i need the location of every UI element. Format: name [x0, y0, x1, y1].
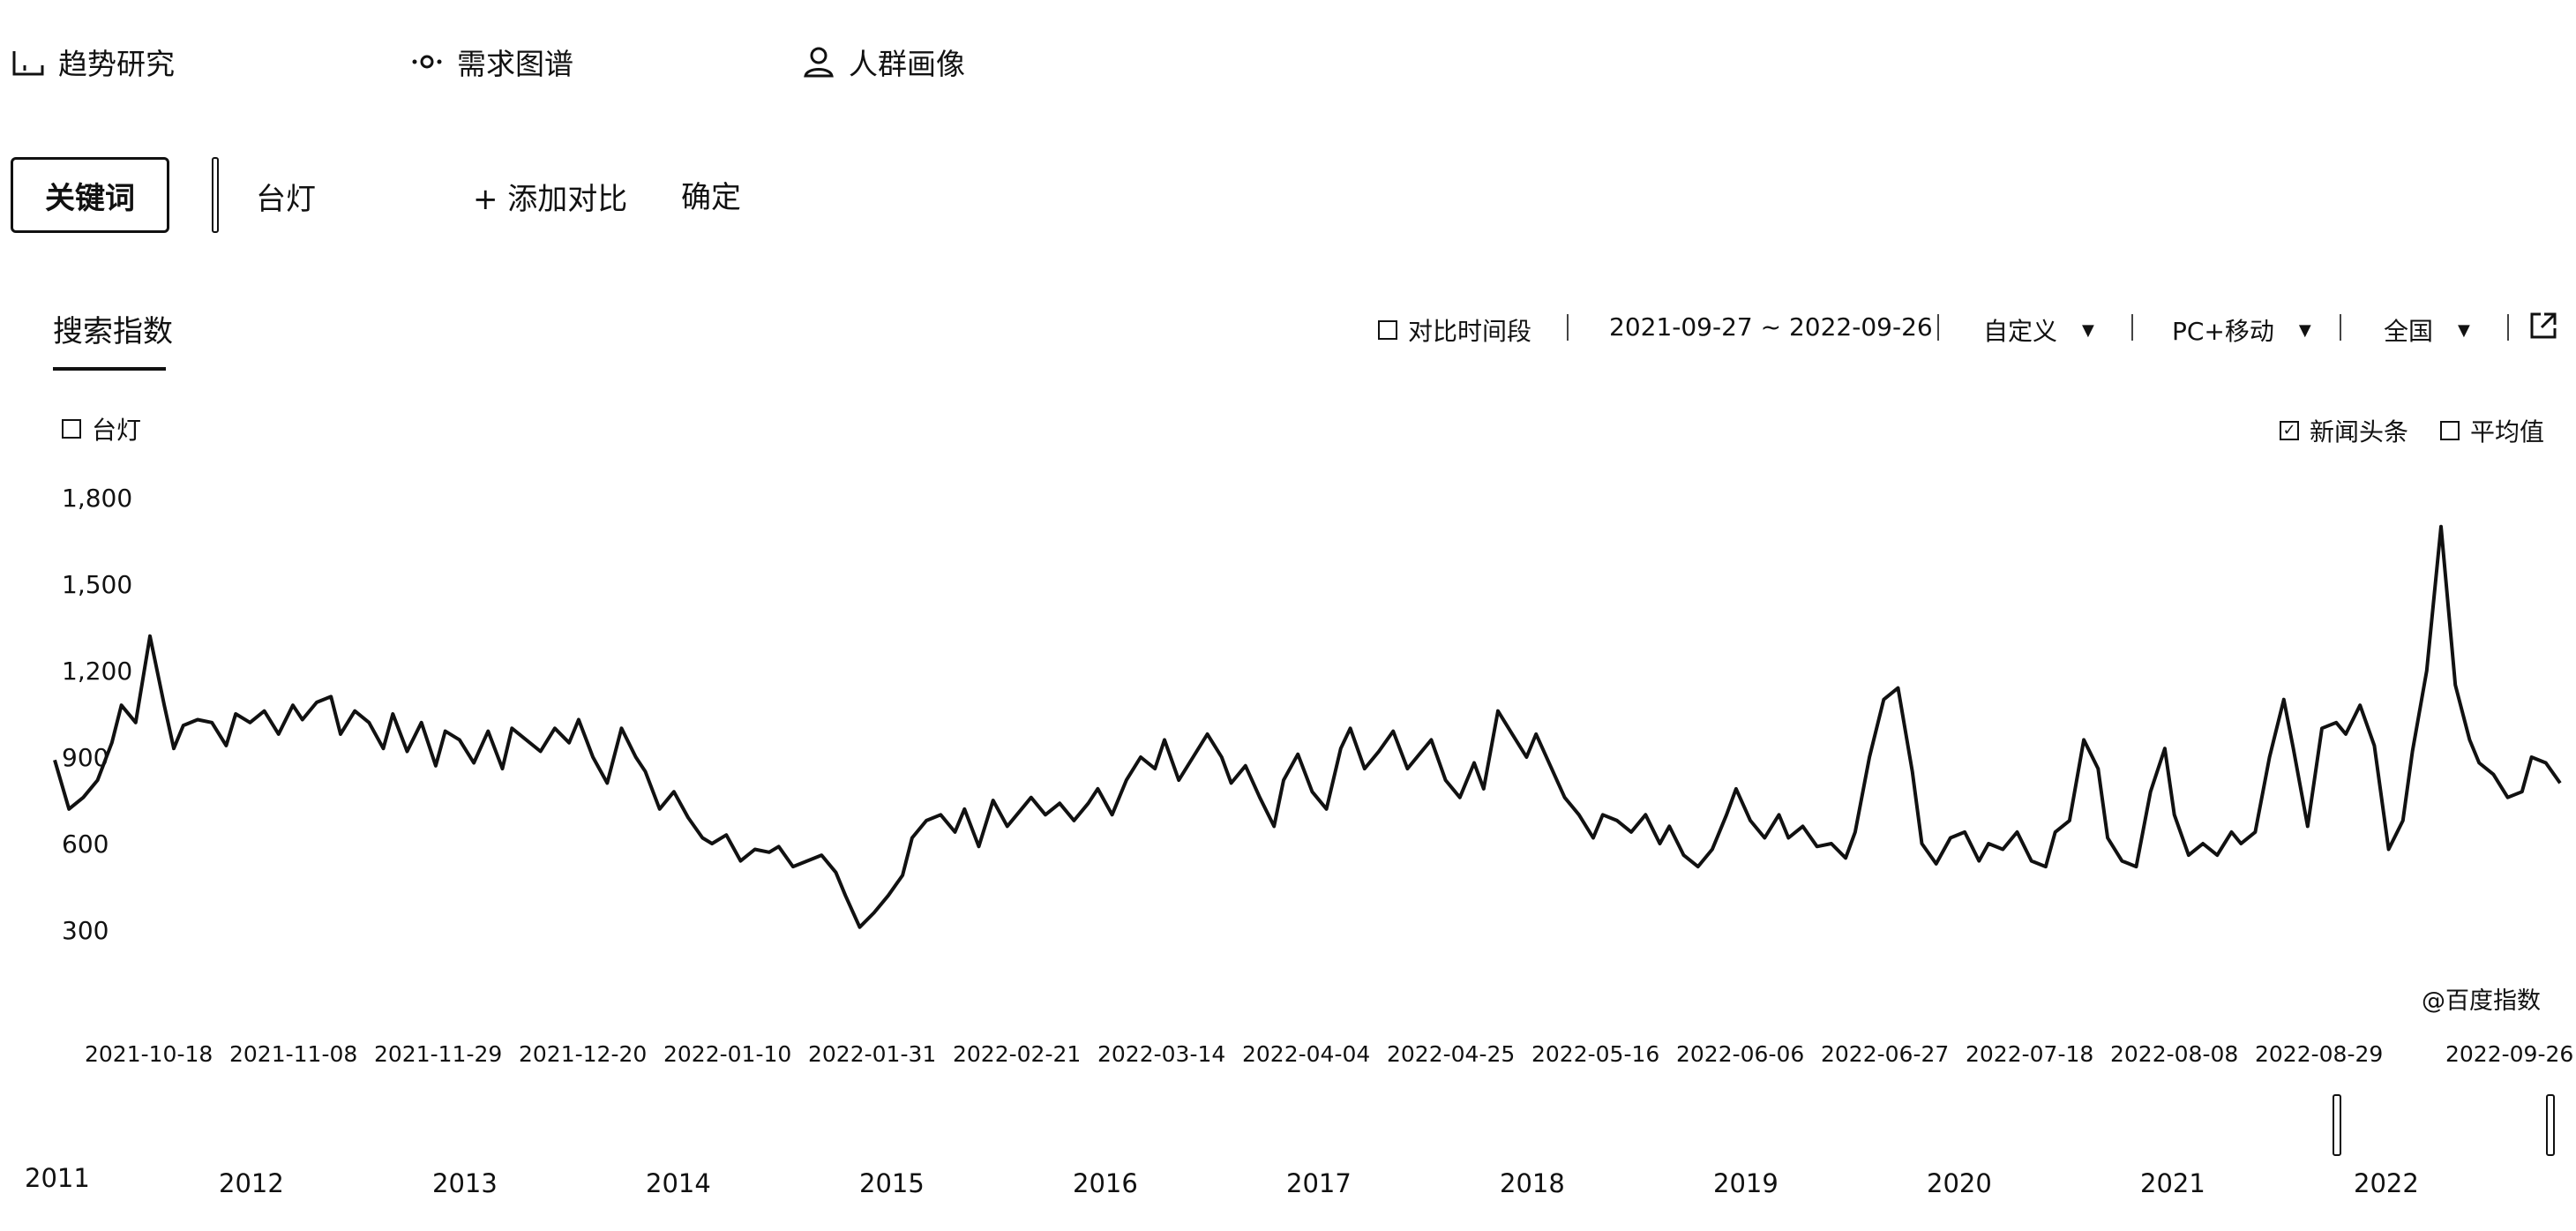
- legend-checkbox[interactable]: [62, 419, 81, 439]
- x-tick-label: 2022-02-21: [953, 1041, 1082, 1067]
- y-tick-label: 1,800: [62, 484, 133, 513]
- region-select[interactable]: 全国 ▼: [2384, 312, 2470, 348]
- news-label: 新闻头条: [2310, 417, 2409, 447]
- period-select[interactable]: 自定义 ▼: [1983, 312, 2094, 348]
- date-range-text: 2021-09-27 ~ 2022-09-26: [1609, 312, 1933, 342]
- x-tick-label: 2022-03-14: [1097, 1041, 1226, 1067]
- y-tick-label: 1,200: [62, 657, 133, 686]
- caret-down-icon: ▼: [2082, 320, 2094, 340]
- timeline-year[interactable]: 2011: [25, 1163, 90, 1193]
- tab-search-index[interactable]: 搜索指数: [53, 314, 173, 349]
- keyword-button[interactable]: 关键词: [11, 157, 169, 233]
- confirm-button[interactable]: 确定: [681, 180, 741, 215]
- x-tick-label: 2022-09-26: [2445, 1041, 2574, 1067]
- x-tick-label: 2022-01-31: [808, 1041, 937, 1067]
- y-tick-label: 300: [62, 916, 109, 945]
- date-range-picker[interactable]: 2021-09-27 ~ 2022-09-26: [1609, 312, 1933, 342]
- average-label: 平均值: [2470, 417, 2545, 447]
- timeline-year[interactable]: 2016: [1073, 1168, 1138, 1198]
- timeline-year[interactable]: 2014: [646, 1168, 711, 1198]
- divider: [2131, 314, 2133, 341]
- keyword-input[interactable]: 台灯: [256, 182, 316, 217]
- user-icon: [799, 42, 838, 81]
- period-select-value: 自定义: [1983, 317, 2058, 346]
- nav-trend[interactable]: 趋势研究: [9, 35, 175, 88]
- keyword-input-bar: [212, 157, 219, 233]
- device-select-value: PC+移动: [2172, 317, 2274, 346]
- x-tick-label: 2022-06-06: [1676, 1041, 1805, 1067]
- timeline-year[interactable]: 2019: [1713, 1168, 1778, 1198]
- divider: [2507, 314, 2509, 341]
- divider: [2340, 314, 2341, 341]
- timeline-year[interactable]: 2012: [219, 1168, 284, 1198]
- timeline-year[interactable]: 2021: [2140, 1168, 2205, 1198]
- tab-underline: [53, 367, 166, 371]
- y-tick-label: 1,500: [62, 570, 133, 599]
- timeline-left-handle[interactable]: [2333, 1094, 2341, 1156]
- series-line: [53, 524, 2562, 929]
- compare-period-label: 对比时间段: [1408, 317, 1532, 346]
- compare-period-checkbox[interactable]: [1378, 320, 1397, 340]
- timeline-year[interactable]: 2020: [1927, 1168, 1992, 1198]
- x-tick-label: 2022-08-29: [2255, 1041, 2384, 1067]
- series-legend[interactable]: 台灯: [62, 411, 141, 447]
- nav-graph-label: 需求图谱: [457, 47, 573, 81]
- x-tick-label: 2022-04-25: [1387, 1041, 1516, 1067]
- x-tick-label: 2022-01-10: [663, 1041, 792, 1067]
- x-tick-label: 2022-06-27: [1821, 1041, 1950, 1067]
- nav-graph[interactable]: 需求图谱: [408, 35, 573, 88]
- nav-trend-label: 趋势研究: [58, 47, 175, 81]
- region-select-value: 全国: [2384, 317, 2434, 346]
- timeline-year[interactable]: 2018: [1500, 1168, 1565, 1198]
- caret-down-icon: ▼: [2298, 320, 2311, 340]
- timeline-year[interactable]: 2015: [859, 1168, 925, 1198]
- x-tick-label: 2022-04-04: [1242, 1041, 1371, 1067]
- add-compare-button[interactable]: + 添加对比: [473, 182, 628, 217]
- trend-icon: [9, 42, 48, 81]
- caret-down-icon: ▼: [2458, 320, 2470, 340]
- timeline-year[interactable]: 2013: [432, 1168, 498, 1198]
- y-tick-label: 600: [62, 829, 109, 859]
- timeline-right-handle[interactable]: [2546, 1094, 2555, 1156]
- external-link-icon[interactable]: [2528, 311, 2558, 344]
- x-tick-label: 2021-10-18: [85, 1041, 213, 1067]
- nav-persona-label: 人群画像: [849, 47, 965, 81]
- compare-period-toggle[interactable]: 对比时间段: [1378, 312, 1531, 348]
- news-checkbox[interactable]: ✓: [2280, 421, 2299, 440]
- graph-icon: [408, 42, 446, 81]
- x-tick-label: 2022-05-16: [1531, 1041, 1660, 1067]
- average-toggle[interactable]: 平均值: [2440, 413, 2544, 448]
- x-tick-label: 2022-07-18: [1966, 1041, 2094, 1067]
- watermark: @百度指数: [2422, 987, 2541, 1015]
- timeline-year[interactable]: 2022: [2354, 1168, 2419, 1198]
- x-tick-label: 2021-12-20: [519, 1041, 648, 1067]
- divider: [1567, 314, 1569, 341]
- nav-persona[interactable]: 人群画像: [799, 35, 965, 88]
- x-tick-label: 2021-11-29: [374, 1041, 503, 1067]
- legend-label: 台灯: [92, 416, 142, 445]
- timeline-year[interactable]: 2017: [1286, 1168, 1352, 1198]
- average-checkbox[interactable]: [2440, 421, 2460, 440]
- x-tick-label: 2022-08-08: [2110, 1041, 2239, 1067]
- x-tick-label: 2021-11-08: [229, 1041, 358, 1067]
- device-select[interactable]: PC+移动 ▼: [2172, 312, 2311, 348]
- news-toggle[interactable]: ✓ 新闻头条: [2280, 413, 2408, 448]
- divider: [1937, 314, 1939, 341]
